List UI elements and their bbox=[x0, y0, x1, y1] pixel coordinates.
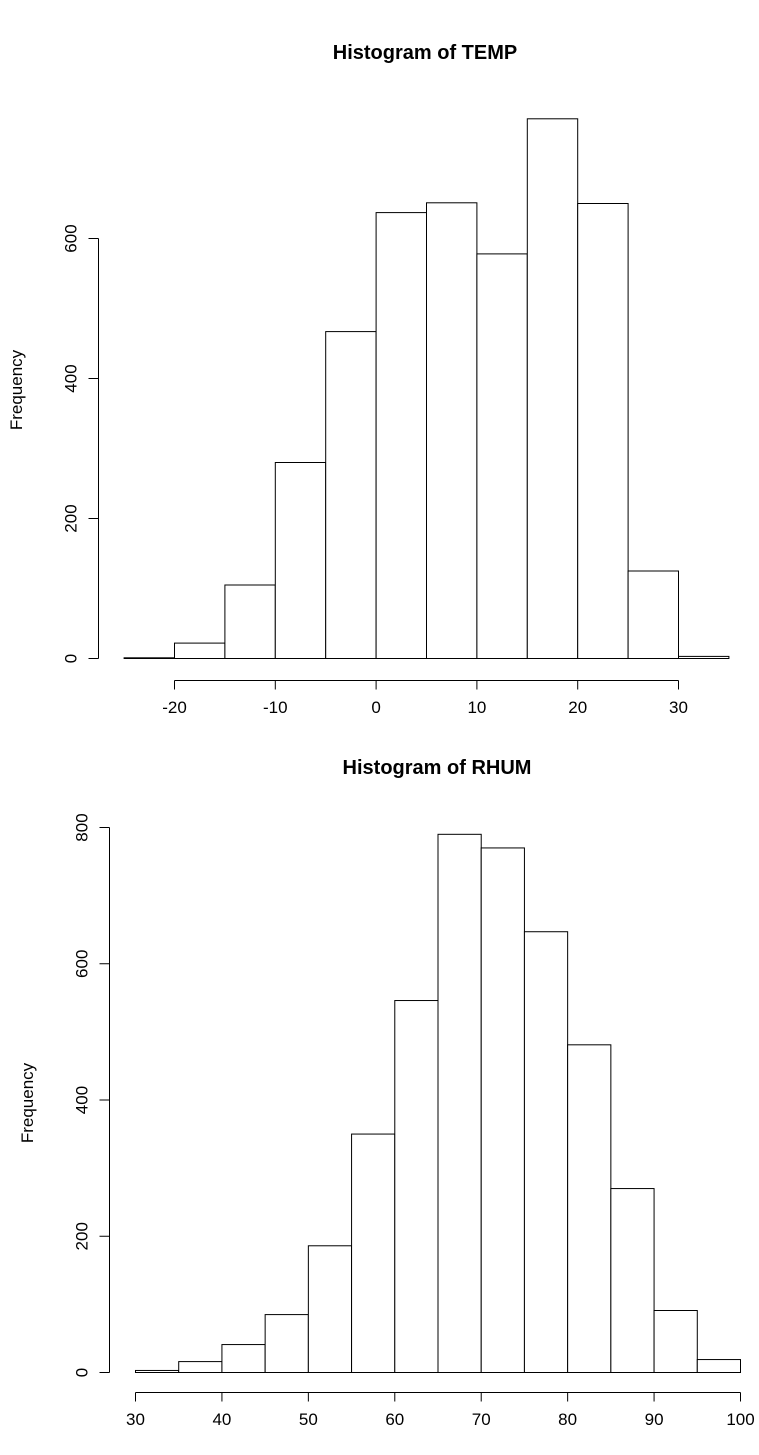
bar bbox=[221, 1344, 266, 1373]
bar bbox=[610, 1188, 655, 1373]
x-tick-label: -10 bbox=[263, 698, 288, 717]
x-tick-label: 0 bbox=[371, 698, 380, 717]
bar bbox=[394, 1000, 439, 1373]
x-tick-label: 10 bbox=[467, 698, 486, 717]
y-tick-label: 200 bbox=[73, 1222, 92, 1250]
bar bbox=[224, 584, 276, 659]
bar bbox=[178, 1361, 223, 1373]
bar bbox=[426, 202, 478, 660]
bar bbox=[526, 118, 579, 660]
y-tick-label: 0 bbox=[62, 654, 81, 663]
x-tick-label: 30 bbox=[669, 698, 688, 717]
x-tick-label: 30 bbox=[126, 1410, 145, 1429]
chart-title: Histogram of RHUM bbox=[343, 757, 532, 779]
bar bbox=[135, 1369, 180, 1374]
y-axis-label: Frequency bbox=[7, 349, 26, 430]
temp-histogram: Histogram of TEMP Frequency -20 -10 0 10 20 3… bbox=[7, 42, 730, 717]
y-tick-label: 0 bbox=[73, 1368, 92, 1377]
bar bbox=[476, 253, 528, 659]
bar bbox=[678, 655, 730, 660]
bar bbox=[325, 331, 377, 659]
x-axis: -20 -10 0 10 20 30 bbox=[162, 680, 688, 717]
bar bbox=[627, 570, 679, 659]
bar bbox=[567, 1044, 612, 1373]
y-axis: 0 200 400 600 800 bbox=[73, 813, 110, 1377]
x-tick-label: 50 bbox=[299, 1410, 318, 1429]
y-tick-label: 400 bbox=[73, 1086, 92, 1114]
rhum-histogram: Histogram of RHUM Frequency 30 40 50 60 70 80… bbox=[18, 757, 755, 1429]
x-tick-label: 80 bbox=[558, 1410, 577, 1429]
bar bbox=[653, 1310, 698, 1373]
x-tick-label: 20 bbox=[568, 698, 587, 717]
y-tick-label: 400 bbox=[62, 364, 81, 392]
bar bbox=[696, 1359, 741, 1374]
y-tick-label: 200 bbox=[62, 504, 81, 532]
x-tick-label: -20 bbox=[162, 698, 187, 717]
bar bbox=[523, 931, 569, 1373]
bar bbox=[437, 833, 482, 1373]
x-tick-label: 70 bbox=[472, 1410, 491, 1429]
y-tick-label: 800 bbox=[73, 813, 92, 841]
x-tick-label: 90 bbox=[645, 1410, 664, 1429]
x-tick-label: 100 bbox=[726, 1410, 754, 1429]
y-tick-label: 600 bbox=[73, 950, 92, 978]
bar bbox=[375, 212, 428, 659]
x-tick-label: 60 bbox=[385, 1410, 404, 1429]
y-axis-label: Frequency bbox=[18, 1062, 37, 1143]
bar bbox=[351, 1133, 396, 1373]
bars bbox=[135, 833, 741, 1374]
x-tick-label: 40 bbox=[212, 1410, 231, 1429]
y-axis: 0 200 400 600 bbox=[62, 224, 99, 663]
bar bbox=[174, 642, 226, 659]
bar bbox=[123, 657, 175, 659]
bar bbox=[480, 847, 525, 1373]
chart-title: Histogram of TEMP bbox=[333, 42, 517, 64]
bars bbox=[123, 118, 730, 660]
y-tick-label: 600 bbox=[62, 224, 81, 252]
x-axis: 30 40 50 60 70 80 90 100 bbox=[126, 1392, 755, 1429]
bar bbox=[577, 203, 629, 659]
bar bbox=[264, 1314, 309, 1373]
bar bbox=[274, 462, 327, 659]
bar bbox=[307, 1245, 353, 1373]
